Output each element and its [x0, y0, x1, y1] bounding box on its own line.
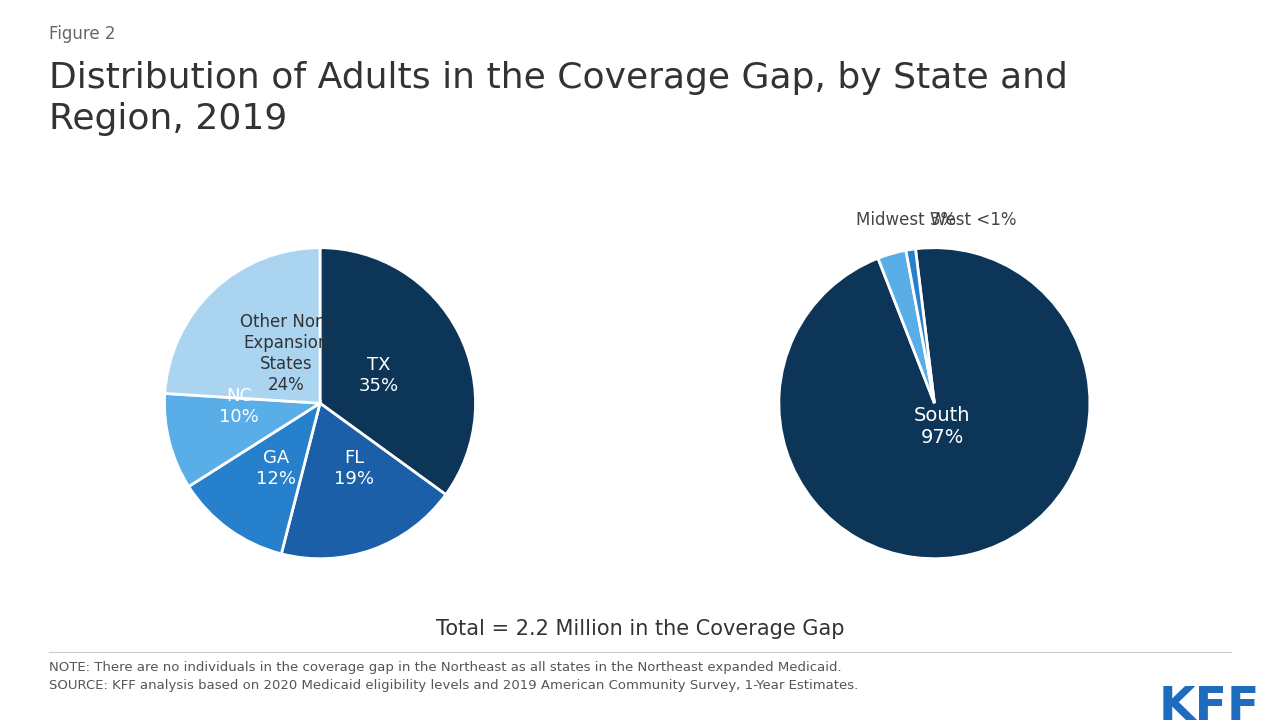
Text: NC
10%: NC 10% [219, 387, 259, 426]
Text: SOURCE: KFF analysis based on 2020 Medicaid eligibility levels and 2019 American: SOURCE: KFF analysis based on 2020 Medic… [49, 679, 858, 692]
Text: West <1%: West <1% [931, 211, 1016, 229]
Text: Figure 2: Figure 2 [49, 25, 115, 43]
Wedge shape [282, 403, 445, 559]
Text: Other Non-
Expansion
States
24%: Other Non- Expansion States 24% [241, 313, 332, 394]
Wedge shape [165, 248, 320, 403]
Text: Distribution of Adults in the Coverage Gap, by State and
Region, 2019: Distribution of Adults in the Coverage G… [49, 61, 1068, 136]
Wedge shape [165, 393, 320, 487]
Wedge shape [320, 248, 475, 495]
Text: GA
12%: GA 12% [256, 449, 297, 488]
Text: Midwest 3%: Midwest 3% [856, 211, 956, 229]
Text: TX
35%: TX 35% [358, 356, 399, 395]
Wedge shape [188, 403, 320, 554]
Text: South
97%: South 97% [914, 406, 970, 447]
Text: Total = 2.2 Million in the Coverage Gap: Total = 2.2 Million in the Coverage Gap [435, 619, 845, 639]
Text: FL
19%: FL 19% [334, 449, 374, 488]
Wedge shape [878, 251, 934, 403]
Text: KFF: KFF [1158, 685, 1260, 720]
Wedge shape [906, 249, 934, 403]
Wedge shape [780, 248, 1089, 559]
Text: NOTE: There are no individuals in the coverage gap in the Northeast as all state: NOTE: There are no individuals in the co… [49, 661, 841, 674]
